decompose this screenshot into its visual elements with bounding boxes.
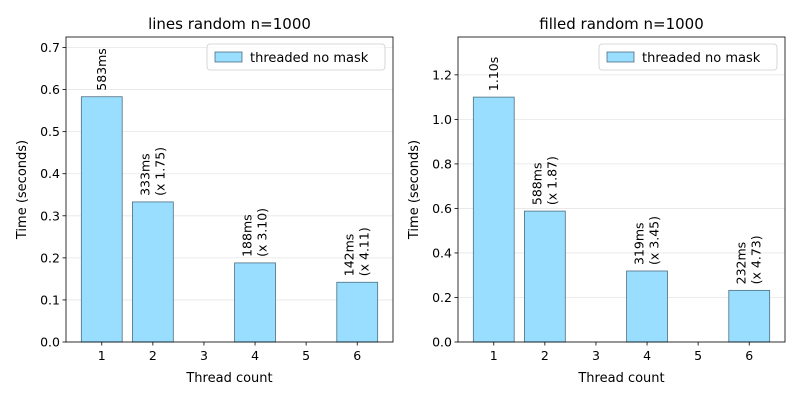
x-tick-label: 3: [592, 348, 600, 363]
y-tick-label: 0.2: [432, 290, 452, 305]
legend-label: threaded no mask: [642, 51, 761, 66]
y-tick-label: 0.6: [432, 201, 452, 216]
y-tick-label: 0.7: [40, 40, 60, 55]
x-tick-label: 2: [149, 348, 157, 363]
y-axis-label: Time (seconds): [15, 140, 30, 240]
legend-label: threaded no mask: [250, 51, 369, 66]
y-axis-label: Time (seconds): [407, 140, 422, 240]
y-tick-label: 1.0: [432, 112, 452, 127]
bar-label: (x 1.75): [152, 147, 167, 196]
y-tick-label: 0.4: [40, 166, 60, 181]
y-tick-label: 0.2: [40, 250, 60, 265]
bar: [524, 210, 566, 343]
axes-frame: [65, 36, 394, 343]
bar-label: (x 4.11): [357, 227, 372, 276]
y-tick-label: 0.8: [432, 156, 452, 171]
y-tick-label: 1.2: [432, 67, 452, 82]
x-tick-label: 4: [251, 348, 259, 363]
bar-label: (x 3.45): [647, 216, 662, 265]
x-tick-label: 6: [353, 348, 361, 363]
x-tick-label: 5: [694, 348, 702, 363]
axes-frame: [457, 36, 786, 343]
legend-swatch: [606, 51, 635, 63]
legend-swatch: [214, 51, 243, 63]
bar: [80, 96, 123, 343]
bar-label: 588ms: [529, 163, 544, 206]
bar: [626, 270, 668, 343]
bar-label: (x 1.87): [544, 156, 559, 205]
bar: [132, 201, 174, 343]
bar-label: 232ms: [734, 242, 749, 285]
subplot-1: 583ms 333ms (x 1.75) 188ms (x 3.10) 142ms (x 4…: [15, 15, 394, 386]
bar-label: 1.10s: [486, 57, 501, 91]
legend-box: [598, 43, 778, 71]
bar-label: (x 3.10): [255, 208, 270, 257]
x-axis-label: Thread count: [577, 371, 664, 386]
bar-label: 333ms: [137, 153, 152, 196]
x-tick-label: 4: [643, 348, 651, 363]
y-tick-label: 0.4: [432, 245, 452, 260]
legend-box: [206, 43, 386, 71]
chart-title: filled random n=1000: [539, 15, 704, 33]
y-tick-label: 0.1: [40, 292, 60, 307]
bar-label: 142ms: [342, 234, 357, 277]
bar: [472, 96, 515, 343]
chart-title: lines random n=1000: [148, 15, 311, 33]
bar: [728, 289, 771, 343]
bar: [234, 262, 276, 343]
subplot-2: 1.10s 588ms (x 1.87) 319ms (x 3.45) 232ms (x 4…: [407, 15, 786, 386]
bar-label: 319ms: [632, 222, 647, 265]
y-tick-label: 0.5: [40, 124, 60, 139]
y-tick-label: 0.0: [40, 335, 60, 350]
y-tick-label: 0.6: [40, 82, 60, 97]
bar-label: 188ms: [240, 214, 255, 257]
x-tick-label: 1: [490, 348, 498, 363]
legend: threaded no mask: [206, 43, 386, 71]
y-tick-label: 0.3: [40, 208, 60, 223]
x-axis-label: Thread count: [185, 371, 272, 386]
bar: [336, 281, 379, 343]
bar-label: (x 4.73): [749, 235, 764, 284]
bar-label: 583ms: [94, 48, 109, 91]
x-tick-label: 1: [98, 348, 106, 363]
legend: threaded no mask: [598, 43, 778, 71]
x-tick-label: 2: [541, 348, 549, 363]
x-tick-label: 6: [745, 348, 753, 363]
y-tick-label: 0.0: [432, 335, 452, 350]
x-tick-label: 5: [302, 348, 310, 363]
x-tick-label: 3: [200, 348, 208, 363]
